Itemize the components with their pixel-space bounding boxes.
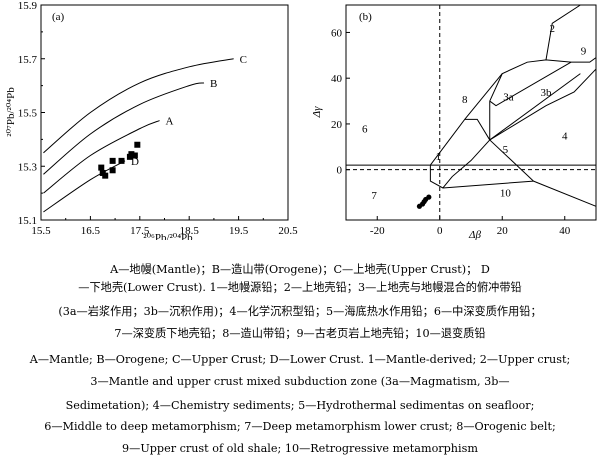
caption-en-line-2: 3—Mantle and upper crust mixed subductio… — [90, 375, 510, 388]
panel-b-field-label-3b: 3b — [541, 87, 553, 99]
caption-zh-line-4: 7—深变质下地壳铅；8—造山带铅；9—古老页岩上地壳铅；10—退变质铅 — [114, 327, 486, 340]
panel-a-curve-label-c: C — [240, 54, 247, 66]
panel-b-label: (b) — [359, 11, 372, 23]
caption-en-line-4: 6—Middle to deep metamorphism; 7—Deep me… — [44, 420, 556, 433]
panel-b-field-label-4: 4 — [562, 130, 568, 142]
panel-b-y-tick-label: 20 — [331, 119, 343, 131]
caption-zh-line-2: —下地壳(Lower Crust). 1—地幔源铅；2—上地壳铅；3—上地壳与地… — [78, 281, 522, 294]
panel-b-field-label-9: 9 — [581, 46, 587, 58]
panel-b-data-point — [426, 194, 432, 200]
panel-a-y-tick-label: 15.7 — [18, 54, 38, 66]
panel-b-y-axis-label: Δγ — [311, 106, 323, 118]
panel-a-data-point — [128, 151, 135, 158]
panel-a-data-point — [109, 157, 116, 164]
panel-b-field-boundary — [442, 139, 491, 189]
panel-a-y-tick-label: 15.1 — [18, 215, 37, 227]
panel-a-data-point — [102, 172, 109, 179]
panel-a-data-point — [134, 141, 141, 148]
panel-b-x-tick-label: 40 — [559, 225, 571, 237]
caption-en-line-3: Sedimetation); 4—Chemistry sediments; 5—… — [65, 399, 535, 412]
panel-b-field-boundary — [533, 180, 597, 207]
panel-a-chart: (a) ²⁰⁶Pb/²⁰⁴Pb ²⁰⁷Pb/²⁰⁴Pb 15.5 16.5 17.5… — [5, 0, 298, 240]
panel-b-field-boundary — [489, 61, 572, 107]
panel-b-field-boundary — [489, 139, 534, 182]
panel-a-y-tick-label: 15.9 — [18, 0, 38, 12]
panel-b-field-label-2: 2 — [550, 23, 556, 35]
panel-b-y-tick-label: 40 — [331, 73, 343, 85]
panel-b-field-boundary — [489, 73, 581, 141]
panel-b-field-boundary — [464, 73, 503, 120]
panel-a-curve-label-a: A — [166, 116, 174, 128]
panel-b-field-boundary — [429, 118, 491, 166]
panel-a-label: (a) — [52, 11, 65, 23]
panel-b-x-tick-label: 0 — [437, 225, 443, 237]
panel-a-x-axis-label: ²⁰⁶Pb/²⁰⁴Pb — [143, 232, 193, 240]
panel-a-curve-a — [43, 120, 160, 194]
panel-a-x-tick-label: 18.5 — [180, 225, 200, 237]
caption-en-line-5: 9—Upper crust of old shale; 10—Retrogres… — [122, 442, 478, 455]
panel-b-y-tick-label: 0 — [337, 165, 343, 177]
panel-a-data-point — [118, 157, 125, 164]
panel-b-field-boundary — [545, 4, 581, 60]
panel-a-curve-label-d: D — [131, 156, 139, 168]
panel-a-x-tick-label: 19.5 — [229, 225, 249, 237]
panel-b-x-tick-label: 20 — [497, 225, 509, 237]
panel-a-curve-b — [43, 82, 205, 175]
panel-a-data-point — [131, 152, 138, 159]
caption-zh-line-3: (3a—岩浆作用；3b—沉积作用)；4—化学沉积型铅；5—海底热水作用铅；6—中… — [58, 305, 542, 318]
panel-a-x-tick-label: 20.5 — [278, 225, 298, 237]
panel-a-data-point — [109, 167, 116, 174]
panel-b-field-boundary — [429, 165, 534, 189]
panel-b-frame — [345, 4, 597, 221]
panel-b-field-label-6: 6 — [362, 124, 368, 136]
panel-b-y-tick-label: 60 — [331, 27, 343, 39]
panel-a-data-point — [98, 164, 105, 171]
panel-b-x-axis-label: Δβ — [468, 229, 481, 240]
panel-a-curve-c — [43, 58, 234, 154]
caption-en-line-1: A—Mantle; B—Orogene; C—Upper Crust; D—Lo… — [29, 353, 571, 366]
figure: (a) ²⁰⁶Pb/²⁰⁴Pb ²⁰⁷Pb/²⁰⁴Pb 15.5 16.5 17.5… — [5, 0, 597, 240]
panel-a-curve-d — [43, 160, 126, 213]
panel-b-field-boundary — [489, 68, 597, 141]
caption-zh-line-1: A—地幔(Mantle)；B—造山带(Orogene)；C—上地壳(Upper … — [110, 263, 490, 276]
panel-b-field-label-7: 7 — [371, 190, 377, 202]
panel-a-y-axis-label: ²⁰⁷Pb/²⁰⁴Pb — [5, 87, 17, 137]
panel-a-curve-label-b: B — [210, 78, 217, 90]
panel-b-chart: (b) Δβ Δγ -20 0 20 40 0 20 40 60 1 2 3a 3b 4 5 6 7 8 9 10 — [311, 4, 597, 240]
panel-a-x-tick-label: 15.5 — [31, 225, 51, 237]
panel-b-field-label-10: 10 — [500, 188, 512, 200]
panel-a-x-tick-label: 16.5 — [81, 225, 101, 237]
panel-b-field-label-3a: 3a — [503, 91, 514, 103]
panel-a-y-tick-label: 15.3 — [18, 161, 38, 173]
panel-b-field-label-8: 8 — [462, 94, 468, 106]
panel-a-x-tick-label: 17.5 — [130, 225, 150, 237]
panel-b-field-label-5: 5 — [503, 144, 509, 156]
panel-b-field-label-1: 1 — [435, 151, 441, 163]
panel-b-x-tick-label: -20 — [370, 225, 385, 237]
panel-a-y-tick-label: 15.5 — [18, 108, 38, 120]
